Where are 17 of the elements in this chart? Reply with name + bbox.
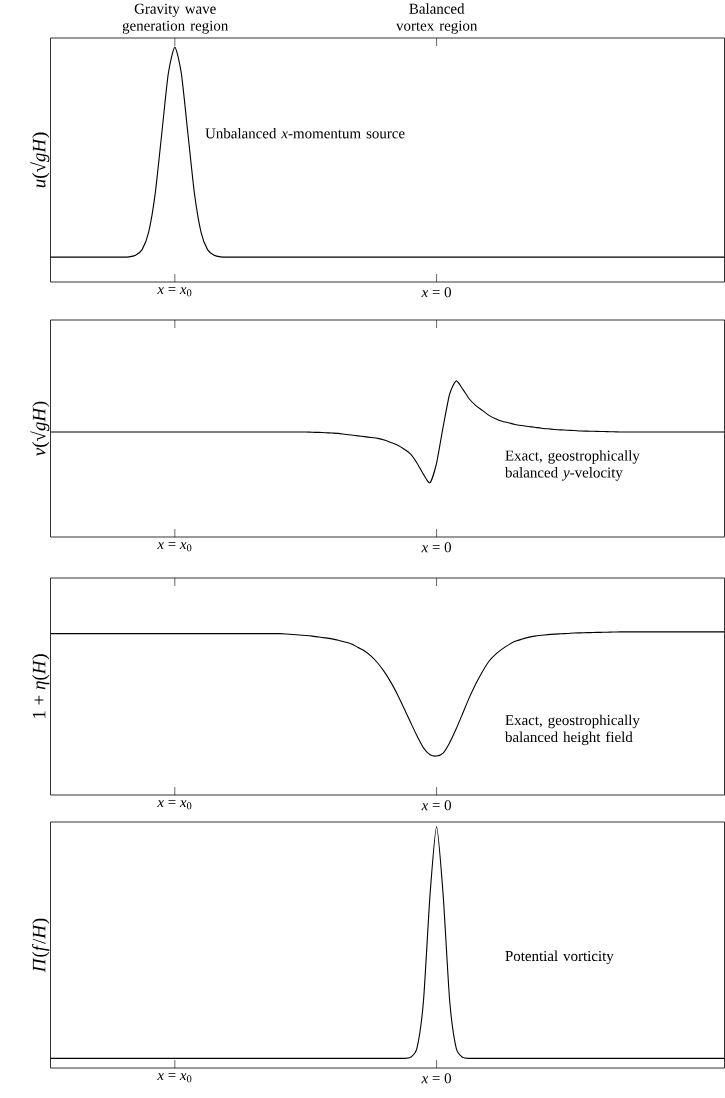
text: Gravity wave generation region: [122, 3, 229, 34]
annotation: Unbalanced x-momentum source: [205, 127, 405, 139]
x-tick-label: x = x$_{0}$: [157, 287, 192, 297]
x-tick-label: x = 0: [421, 287, 452, 298]
x-tick-label: x = 0: [421, 542, 452, 553]
x-tick-label: x = 0: [421, 1073, 452, 1084]
x-tick-label: x = x$_{0}$: [157, 1073, 192, 1083]
y-axis-title: u(√gH): [30, 132, 50, 188]
annotation: Exact, geostrophically balanced height field: [504, 714, 640, 746]
y-axis-title: v(√gH): [30, 401, 50, 456]
annotation: Potential vorticity: [505, 950, 614, 965]
text: Balanced vortex region: [396, 3, 478, 34]
annotation: Exact, geostrophically balanced y-velocity: [504, 450, 640, 481]
x-tick-label: x = x$_{0}$: [157, 800, 192, 810]
x-tick-label: x = x$_{0}$: [157, 542, 192, 552]
y-axis-title: 1 + η(H): [32, 654, 50, 718]
x-tick-label: x = 0: [421, 800, 452, 811]
